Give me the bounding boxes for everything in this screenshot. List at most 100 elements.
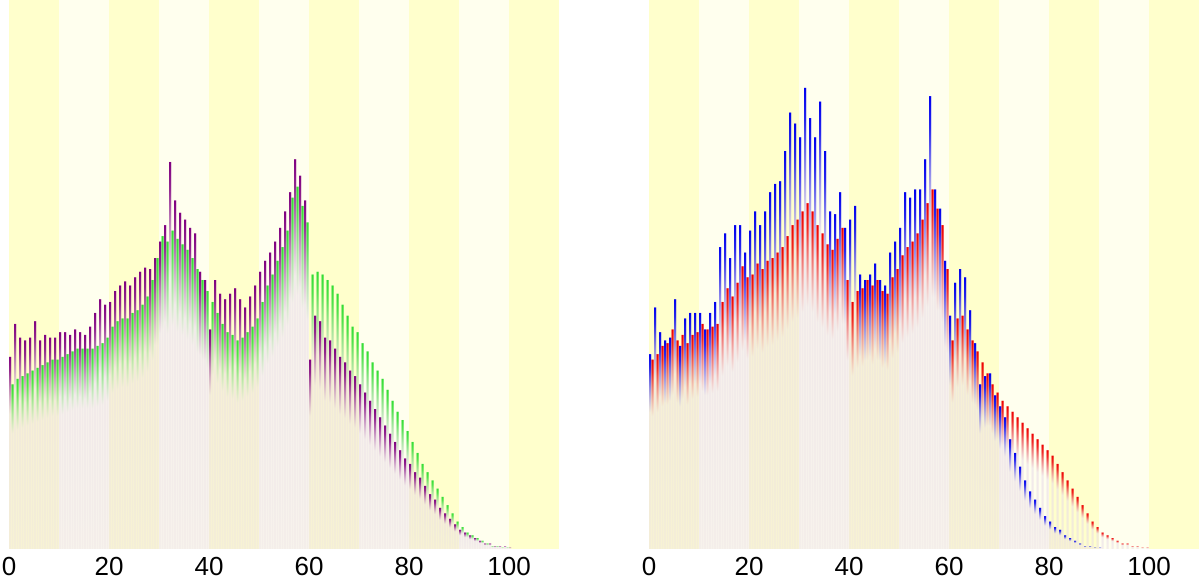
- bar-series-1: [394, 441, 397, 549]
- bar-series-1: [1049, 521, 1052, 549]
- bar-series-2: [686, 343, 689, 550]
- x-tick-label: 20: [735, 551, 764, 577]
- bar-series-2: [751, 274, 754, 549]
- chart-panel-left: 0 20 40 60 80 100: [2, 0, 559, 577]
- bar-series-1: [749, 230, 752, 549]
- bar-series-2: [966, 329, 969, 549]
- bar-series-2: [381, 378, 384, 549]
- bar-series-2: [651, 359, 654, 549]
- bar-series-2: [1036, 439, 1039, 549]
- bar-series-1: [29, 337, 32, 549]
- bar-series-1: [879, 279, 882, 549]
- bar-series-2: [76, 348, 79, 549]
- bar-series-1: [989, 373, 992, 549]
- bar-series-2: [436, 488, 439, 549]
- bar-series-1: [964, 277, 967, 549]
- bar-series-1: [129, 285, 132, 549]
- bar-series-2: [96, 345, 99, 549]
- bar-series-1: [479, 540, 482, 549]
- bar-series-1: [494, 546, 497, 549]
- bar-series-2: [16, 378, 19, 549]
- bar-series-2: [851, 301, 854, 549]
- bar-series-1: [379, 417, 382, 549]
- bar-series-1: [504, 546, 507, 549]
- bar-series-2: [961, 315, 964, 549]
- bar-series-2: [386, 389, 389, 549]
- bar-series-1: [359, 384, 362, 549]
- bar-series-2: [171, 230, 174, 549]
- bar-series-1: [84, 334, 87, 549]
- bar-series-1: [69, 334, 72, 549]
- bar-series-1: [839, 192, 842, 549]
- bar-series-1: [159, 241, 162, 549]
- bar-series-2: [1011, 411, 1014, 549]
- bar-series-1: [204, 279, 207, 549]
- bar-series-2: [251, 326, 254, 549]
- bar-series-2: [871, 285, 874, 549]
- bar-series-2: [66, 354, 69, 549]
- bar-series-1: [254, 285, 257, 549]
- bar-series-1: [799, 137, 802, 549]
- bar-series-2: [761, 269, 764, 549]
- bar-series-2: [1061, 472, 1064, 549]
- bar-series-2: [391, 400, 394, 549]
- x-tick-label: 60: [295, 551, 324, 577]
- background-band: [1099, 0, 1149, 549]
- bar-series-1: [954, 282, 957, 549]
- bar-series-2: [666, 343, 669, 550]
- bar-series-2: [101, 343, 104, 550]
- x-axis-ticks: 0 20 40 60 80 100: [2, 551, 531, 577]
- bar-series-1: [354, 376, 357, 549]
- bar-series-2: [941, 225, 944, 549]
- bar-series-2: [36, 367, 39, 549]
- bar-series-2: [781, 247, 784, 550]
- bar-series-2: [206, 290, 209, 549]
- bar-series-1: [124, 281, 127, 549]
- bar-series-2: [411, 441, 414, 549]
- bar-series-2: [1076, 496, 1079, 549]
- bar-series-2: [891, 277, 894, 549]
- bar-series-1: [99, 299, 102, 549]
- bar-series-2: [936, 208, 939, 549]
- bar-series-2: [696, 332, 699, 549]
- bar-series-2: [786, 236, 789, 549]
- bar-series-1: [674, 299, 677, 549]
- bar-series-1: [269, 252, 272, 550]
- bar-series-2: [316, 271, 319, 549]
- bar-series-2: [421, 463, 424, 549]
- bar-series-1: [1059, 529, 1062, 549]
- bar-series-2: [256, 318, 259, 549]
- bar-series-1: [54, 337, 57, 549]
- bar-series-1: [864, 279, 867, 549]
- bar-series-1: [944, 260, 947, 549]
- bar-series-1: [384, 425, 387, 549]
- bar-series-2: [491, 546, 494, 549]
- bar-series-1: [1024, 480, 1027, 550]
- bar-series-2: [1126, 543, 1129, 549]
- bar-series-1: [649, 354, 652, 549]
- bar-series-2: [1056, 463, 1059, 549]
- bar-series-2: [506, 547, 509, 549]
- bar-series-1: [239, 299, 242, 549]
- x-tick-label: 80: [395, 551, 424, 577]
- bar-series-2: [301, 205, 304, 550]
- bar-series-2: [1146, 547, 1149, 549]
- x-tick-label: 80: [1035, 551, 1064, 577]
- bar-series-1: [984, 376, 987, 549]
- bar-series-1: [914, 189, 917, 549]
- bar-series-1: [669, 337, 672, 549]
- bar-series-2: [866, 279, 869, 549]
- bar-series-1: [499, 546, 502, 549]
- bar-series-2: [821, 233, 824, 549]
- bar-series-2: [991, 384, 994, 549]
- bar-series-2: [816, 225, 819, 549]
- bar-series-1: [1089, 546, 1092, 549]
- bar-series-2: [736, 282, 739, 549]
- bar-series-1: [974, 343, 977, 550]
- bar-series-2: [676, 340, 679, 549]
- bar-series-2: [451, 513, 454, 549]
- bar-series-1: [449, 518, 452, 549]
- bar-series-1: [464, 532, 467, 549]
- bar-series-2: [886, 293, 889, 549]
- bar-series-2: [721, 301, 724, 549]
